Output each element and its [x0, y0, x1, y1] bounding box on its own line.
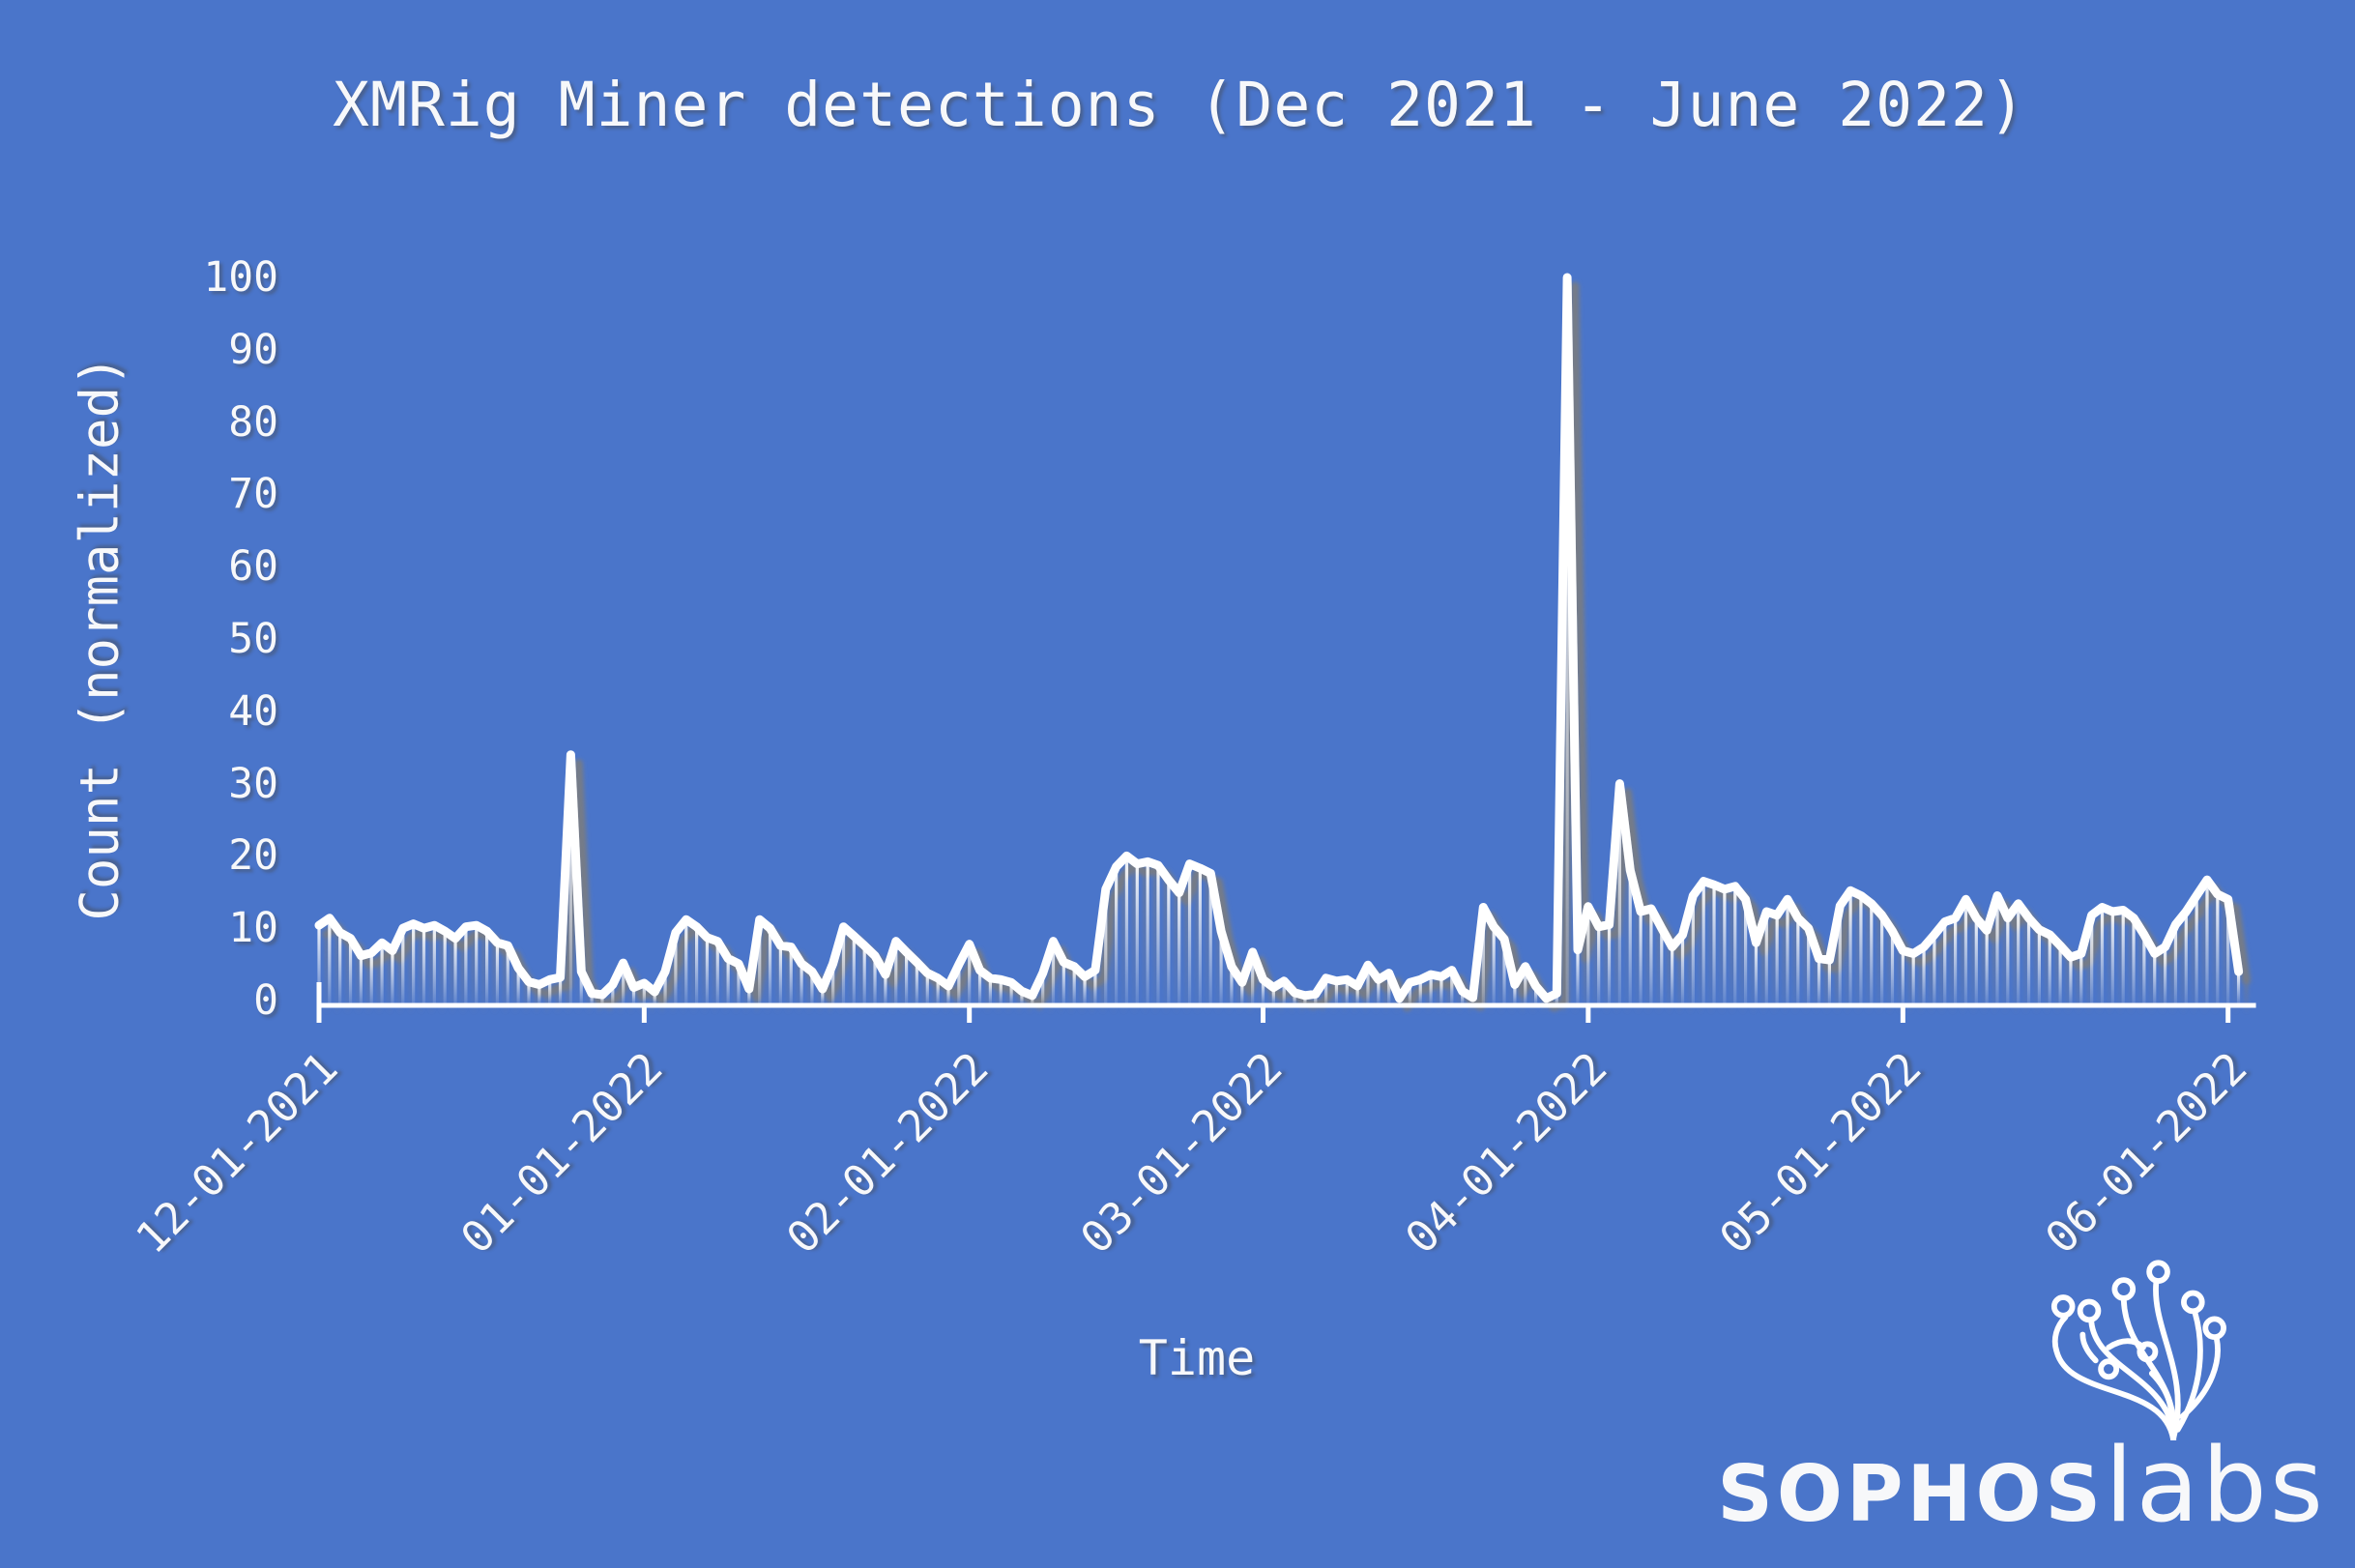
brain-circuit-icon	[2050, 1260, 2226, 1440]
y-tick-label: 30	[228, 759, 278, 808]
logo-suffix: labs	[2105, 1426, 2326, 1545]
y-tick-label: 80	[228, 397, 278, 447]
y-tick-label: 70	[228, 470, 278, 519]
y-tick-label: 60	[228, 542, 278, 592]
y-tick-label: 50	[228, 615, 278, 663]
logo-brand: sophos	[1717, 1449, 2106, 1539]
y-tick-label: 90	[228, 325, 278, 374]
chart-title: XMRig Miner detections (Dec 2021 - June …	[333, 70, 2026, 140]
sophoslabs-logo: sophoslabs	[1696, 1260, 2334, 1554]
x-axis-label: Time	[1138, 1330, 1256, 1386]
y-tick-label: 20	[228, 831, 278, 881]
x-axis	[316, 982, 2256, 1023]
y-tick-label: 10	[228, 904, 278, 953]
y-tick-label: 40	[228, 686, 278, 736]
detections-line-series	[314, 273, 2244, 1003]
logo-text: sophoslabs	[1717, 1426, 2326, 1545]
y-tick-label: 0	[253, 976, 278, 1025]
y-tick-label: 100	[203, 253, 278, 302]
